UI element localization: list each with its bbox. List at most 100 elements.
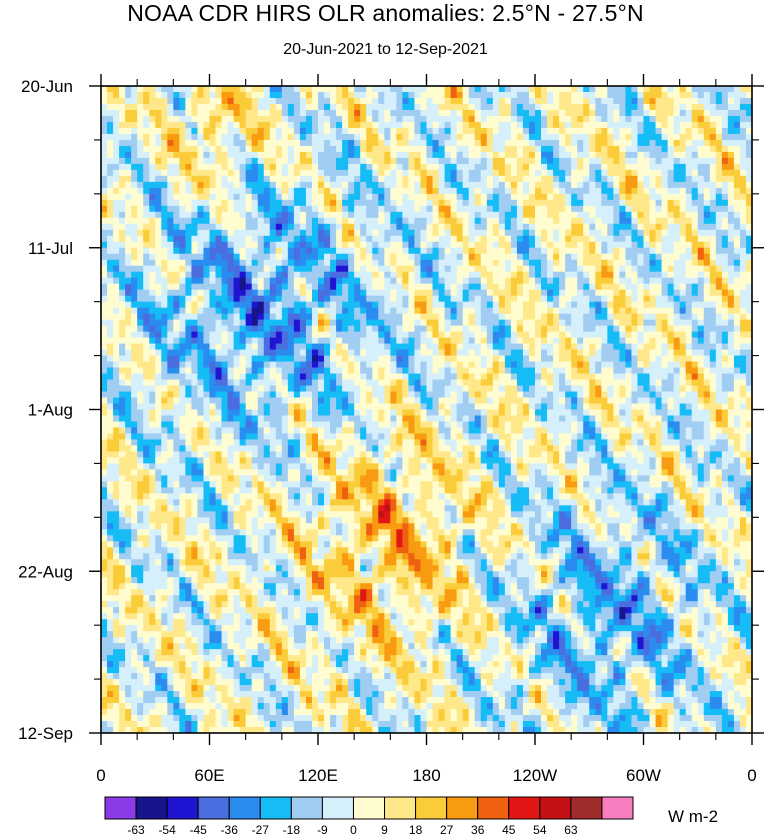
field-cell xyxy=(203,313,211,321)
field-cell xyxy=(498,241,506,249)
field-cell xyxy=(257,193,265,201)
field-cell xyxy=(251,163,259,171)
field-cell xyxy=(468,109,476,117)
field-cell xyxy=(384,343,391,351)
field-cell xyxy=(739,187,747,195)
field-cell xyxy=(372,331,379,339)
field-cell xyxy=(438,121,446,129)
field-cell xyxy=(432,337,440,345)
field-cell xyxy=(625,355,633,363)
field-cell xyxy=(197,205,205,213)
field-cell xyxy=(685,145,693,153)
field-cell xyxy=(155,277,162,285)
field-cell xyxy=(643,86,651,93)
field-cell xyxy=(113,289,120,297)
field-cell xyxy=(209,127,217,135)
field-cell xyxy=(372,229,379,237)
field-cell xyxy=(625,115,633,123)
field-cell xyxy=(275,325,283,333)
field-cell xyxy=(474,187,482,195)
field-cell xyxy=(131,223,138,231)
field-cell xyxy=(450,115,458,123)
field-cell xyxy=(516,307,524,315)
field-cell xyxy=(360,91,367,99)
field-cell xyxy=(227,205,235,213)
field-cell xyxy=(143,139,150,147)
field-cell xyxy=(221,157,229,165)
field-cell xyxy=(179,361,186,369)
field-cell xyxy=(577,97,584,105)
field-cell xyxy=(137,86,144,93)
field-cell xyxy=(125,313,132,321)
field-cell xyxy=(492,355,500,363)
field-cell xyxy=(571,229,578,237)
field-cell xyxy=(324,91,331,99)
field-cell xyxy=(432,229,440,237)
field-cell xyxy=(673,313,681,321)
field-cell xyxy=(595,103,602,111)
field-cell xyxy=(408,253,416,261)
field-cell xyxy=(510,139,518,147)
field-cell xyxy=(516,151,524,159)
field-cell xyxy=(281,91,289,99)
field-cell xyxy=(149,115,156,123)
field-cell xyxy=(498,283,506,291)
field-cell xyxy=(311,86,319,93)
field-cell xyxy=(318,103,325,111)
field-cell xyxy=(354,271,361,279)
field-cell xyxy=(691,283,699,291)
field-cell xyxy=(131,133,138,141)
field-cell xyxy=(535,337,542,345)
field-cell xyxy=(396,349,403,357)
field-cell xyxy=(697,199,705,207)
field-cell xyxy=(535,301,542,309)
field-cell xyxy=(631,133,639,141)
field-cell xyxy=(649,229,657,237)
field-cell xyxy=(456,313,464,321)
field-cell xyxy=(631,97,639,105)
field-cell xyxy=(269,247,277,255)
field-cell xyxy=(649,127,657,135)
field-cell xyxy=(643,349,651,357)
field-cell xyxy=(245,139,253,147)
field-cell xyxy=(101,187,108,195)
field-cell xyxy=(179,265,186,273)
field-cell xyxy=(366,229,373,237)
field-cell xyxy=(709,295,717,303)
field-cell xyxy=(390,349,397,357)
field-cell xyxy=(275,145,283,153)
field-cell xyxy=(679,259,687,267)
field-cell xyxy=(173,163,180,171)
field-cell xyxy=(547,205,554,213)
field-cell xyxy=(354,157,361,165)
field-cell xyxy=(402,253,410,261)
field-cell xyxy=(432,331,440,339)
field-cell xyxy=(275,169,283,177)
field-cell xyxy=(215,271,223,279)
field-cell xyxy=(233,229,241,237)
field-cell xyxy=(179,139,186,147)
field-cell xyxy=(583,229,590,237)
field-cell xyxy=(673,127,681,135)
field-cell xyxy=(299,91,307,99)
field-cell xyxy=(173,86,180,93)
field-cell xyxy=(372,271,379,279)
field-cell xyxy=(239,187,247,195)
field-cell xyxy=(745,163,752,171)
field-cell xyxy=(305,271,313,279)
field-cell xyxy=(197,223,205,231)
field-cell xyxy=(101,109,108,117)
field-cell xyxy=(492,349,500,357)
field-cell xyxy=(119,253,126,261)
field-cell xyxy=(161,217,168,225)
field-cell xyxy=(450,259,458,267)
field-cell xyxy=(498,86,506,93)
field-cell xyxy=(619,175,627,183)
field-cell xyxy=(275,277,283,285)
field-cell xyxy=(619,86,627,93)
field-cell xyxy=(330,127,337,135)
field-cell xyxy=(492,277,500,285)
field-cell xyxy=(227,343,235,351)
field-cell xyxy=(541,247,548,255)
field-cell xyxy=(697,163,705,171)
